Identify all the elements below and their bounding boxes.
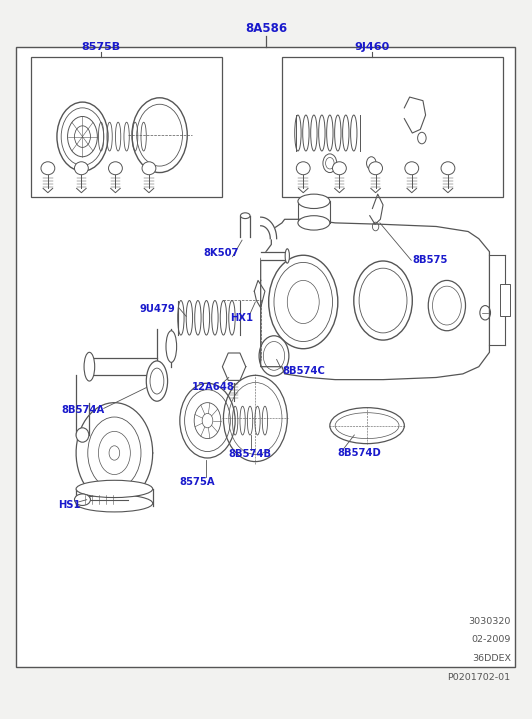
Bar — [16, 47, 515, 667]
Bar — [500, 284, 510, 316]
Ellipse shape — [41, 162, 55, 175]
Polygon shape — [261, 217, 277, 239]
Ellipse shape — [142, 162, 156, 175]
Text: 9U479: 9U479 — [139, 304, 175, 314]
Ellipse shape — [285, 249, 289, 263]
Text: HX1: HX1 — [230, 313, 254, 323]
Ellipse shape — [166, 331, 177, 362]
Ellipse shape — [76, 480, 153, 498]
Text: 8A586: 8A586 — [245, 22, 287, 35]
Text: 8K507: 8K507 — [203, 248, 238, 258]
Ellipse shape — [109, 162, 122, 175]
Polygon shape — [261, 252, 282, 260]
Ellipse shape — [296, 162, 310, 175]
Ellipse shape — [76, 428, 89, 442]
Ellipse shape — [369, 162, 383, 175]
Polygon shape — [76, 489, 153, 503]
Ellipse shape — [330, 408, 404, 444]
Bar — [31, 57, 222, 197]
Polygon shape — [261, 219, 489, 380]
Polygon shape — [240, 216, 250, 232]
Ellipse shape — [146, 361, 168, 401]
Ellipse shape — [76, 495, 153, 512]
Text: HS1: HS1 — [59, 500, 81, 510]
Text: 02-2009: 02-2009 — [471, 635, 511, 644]
Text: 8B574B: 8B574B — [229, 449, 271, 459]
Polygon shape — [222, 353, 246, 380]
Ellipse shape — [74, 494, 90, 505]
Text: 8B574A: 8B574A — [61, 405, 104, 415]
Polygon shape — [157, 331, 170, 360]
Bar — [282, 57, 503, 197]
Text: 36DDEX: 36DDEX — [472, 654, 511, 663]
Text: 8B574C: 8B574C — [282, 366, 325, 376]
Text: 12A648: 12A648 — [192, 382, 234, 392]
Text: 3030320: 3030320 — [468, 616, 511, 626]
Text: 8B574D: 8B574D — [338, 448, 381, 458]
Ellipse shape — [441, 162, 455, 175]
Ellipse shape — [84, 352, 95, 381]
Ellipse shape — [298, 216, 330, 230]
Text: 8575A: 8575A — [179, 477, 214, 487]
Text: P0201702-01: P0201702-01 — [447, 672, 511, 682]
Polygon shape — [76, 403, 153, 503]
Text: 8B575: 8B575 — [412, 255, 447, 265]
Text: 9J460: 9J460 — [355, 42, 390, 52]
Ellipse shape — [405, 162, 419, 175]
Ellipse shape — [74, 162, 88, 175]
Text: 8575B: 8575B — [81, 42, 121, 52]
Polygon shape — [90, 358, 157, 375]
Ellipse shape — [298, 194, 330, 209]
Ellipse shape — [332, 162, 346, 175]
Ellipse shape — [240, 213, 250, 219]
